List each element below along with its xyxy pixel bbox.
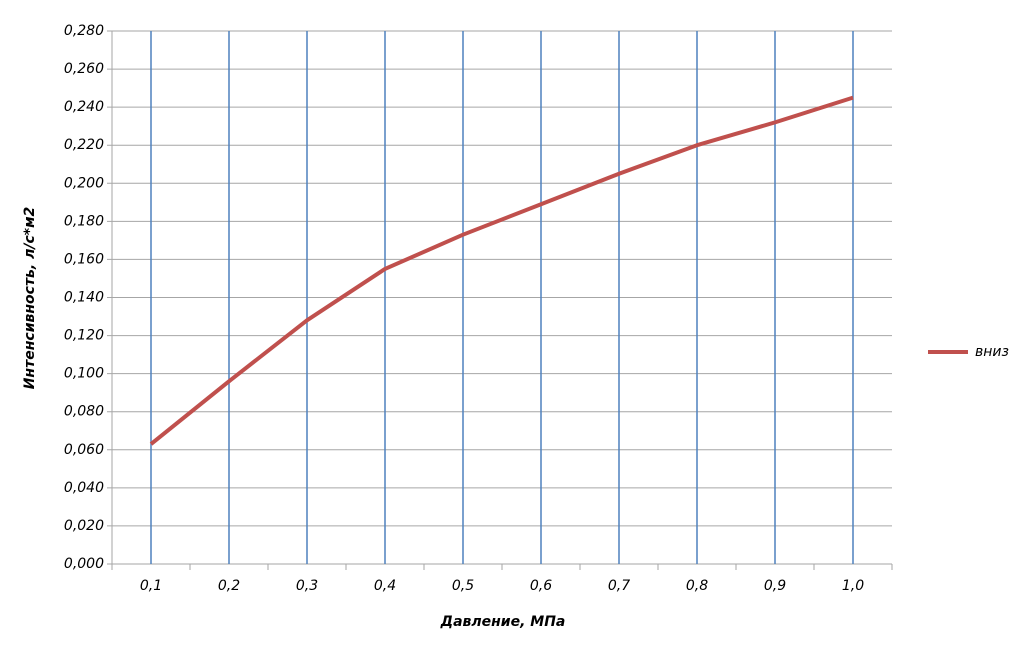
x-tick-label: 0,9 <box>764 578 786 594</box>
y-tick-label: 0,200 <box>64 175 104 191</box>
x-tick-label: 0,4 <box>374 578 396 594</box>
y-tick-label: 0,080 <box>64 404 104 420</box>
y-axis-title: Интенсивность, л/с*м2 <box>22 207 38 390</box>
y-tick-label: 0,280 <box>64 23 104 39</box>
x-tick-label: 0,1 <box>140 578 162 594</box>
y-tick-label: 0,140 <box>64 290 104 306</box>
legend-label: вниз <box>975 344 1009 360</box>
y-tick-label: 0,240 <box>64 99 104 115</box>
y-tick-label: 0,260 <box>64 61 104 77</box>
y-tick-label: 0,100 <box>64 366 104 382</box>
y-tick-label: 0,060 <box>64 442 104 458</box>
x-tick-label: 0,3 <box>296 578 318 594</box>
y-tick-label: 0,120 <box>64 328 104 344</box>
x-tick-label: 0,6 <box>530 578 552 594</box>
y-tick-label: 0,220 <box>64 137 104 153</box>
y-tick-label: 0,040 <box>64 480 104 496</box>
x-tick-label: 0,5 <box>452 578 474 594</box>
x-tick-label: 0,8 <box>686 578 708 594</box>
y-tick-label: 0,160 <box>64 251 104 267</box>
y-tick-label: 0,180 <box>64 213 104 229</box>
y-tick-label: 0,000 <box>64 556 104 572</box>
x-axis-title: Давление, МПа <box>440 614 566 630</box>
x-tick-label: 1,0 <box>842 578 864 594</box>
y-tick-label: 0,020 <box>64 518 104 534</box>
data-line <box>149 95 854 446</box>
x-tick-label: 0,7 <box>608 578 630 594</box>
x-tick-label: 0,2 <box>218 578 240 594</box>
